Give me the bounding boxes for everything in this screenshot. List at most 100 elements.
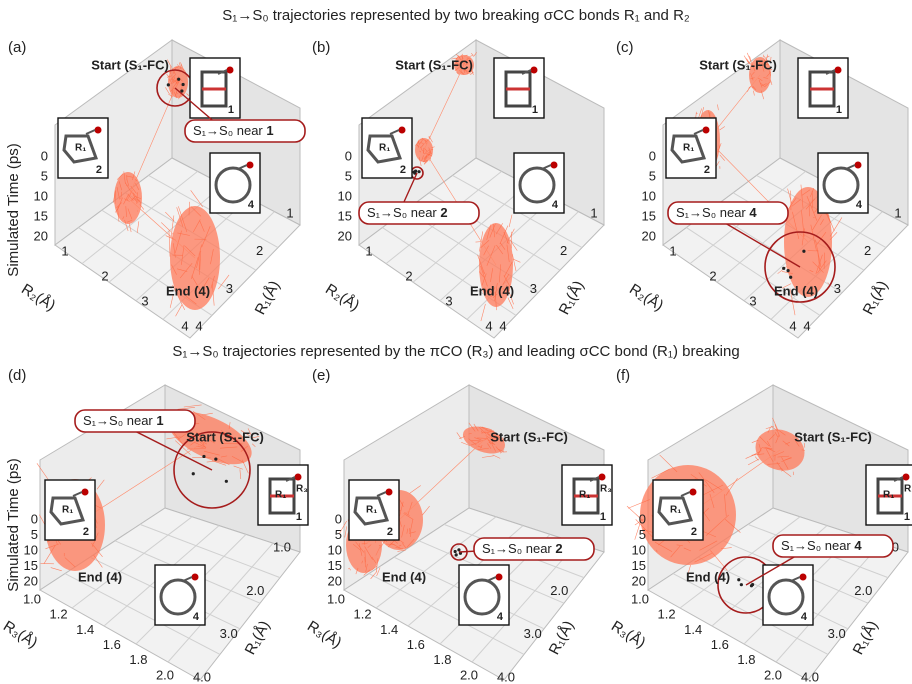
x-tick-label: 1.6 bbox=[407, 637, 425, 652]
time-axis-label: Simulated Time (ps) bbox=[5, 458, 22, 591]
panel: 051015201.01.21.41.61.82.01.02.03.04.0R₃… bbox=[608, 367, 912, 684]
x-tick-label: 1.6 bbox=[711, 637, 729, 652]
x-tick-label: 1.0 bbox=[631, 591, 649, 606]
hop-point bbox=[751, 583, 754, 586]
note: S₁→S₀ near 2 bbox=[482, 541, 563, 556]
note: S₁→S₀ near 4 bbox=[781, 538, 862, 553]
x-tick-label: 3 bbox=[749, 293, 756, 308]
x-tick-label: 2.0 bbox=[156, 667, 174, 682]
x-axis-label: R₂(Å) bbox=[18, 281, 58, 315]
oxygen bbox=[855, 162, 862, 169]
y-tick-label: 4 bbox=[499, 318, 506, 333]
end-label: End (4) bbox=[470, 283, 514, 298]
time-tick-label: 0 bbox=[649, 148, 656, 163]
x-tick-label: 4 bbox=[181, 318, 188, 333]
figure: S₁→S₀ trajectories represented by two br… bbox=[0, 0, 912, 684]
time-axis-label: Simulated Time (ps) bbox=[5, 143, 22, 276]
molecule: 1R₁R₃ bbox=[562, 465, 612, 525]
molecule-number: 4 bbox=[497, 611, 504, 623]
start-label: Start (S₁-FC) bbox=[91, 57, 169, 72]
x-tick-label: 2 bbox=[709, 268, 716, 283]
end-label: End (4) bbox=[382, 569, 426, 584]
molecule: 2R₁ bbox=[653, 480, 703, 540]
hop-point bbox=[167, 83, 170, 86]
y-tick-label: 3 bbox=[530, 281, 537, 296]
hop-point bbox=[782, 267, 785, 270]
hop-point bbox=[737, 578, 740, 581]
oxygen bbox=[690, 489, 697, 496]
molecule: 1 bbox=[494, 58, 544, 118]
molecule-number: 1 bbox=[904, 511, 910, 523]
bond-label: R₁ bbox=[366, 505, 377, 516]
molecule: 4 bbox=[459, 565, 509, 625]
bond-label: R₁ bbox=[883, 490, 894, 501]
molecule: 4 bbox=[514, 153, 564, 213]
bond-label: R₁ bbox=[379, 143, 390, 154]
x-tick-label: 2.0 bbox=[460, 667, 478, 682]
molecule: 1R₁R₃ bbox=[866, 465, 912, 525]
time-tick-label: 15 bbox=[632, 558, 646, 573]
molecule-number: 2 bbox=[83, 526, 89, 538]
note: S₁→S₀ near 2 bbox=[367, 205, 448, 220]
y-tick-label: 4.0 bbox=[497, 669, 515, 684]
molecule-number: 1 bbox=[296, 511, 302, 523]
panel-label: (c) bbox=[616, 39, 634, 56]
x-tick-label: 1.8 bbox=[129, 652, 147, 667]
x-tick-label: 1.2 bbox=[354, 607, 372, 622]
y-tick-label: 2 bbox=[560, 243, 567, 258]
section-title: S₁→S₀ trajectories represented by the πC… bbox=[172, 343, 739, 360]
panel: 0510152012341234R₂(Å)R₁(Å)(a)Start (S₁-F… bbox=[8, 39, 305, 338]
note-text: S₁→S₀ near bbox=[367, 205, 440, 220]
time-tick-label: 15 bbox=[328, 558, 342, 573]
panel-label: (b) bbox=[312, 39, 330, 56]
y-tick-label: 4.0 bbox=[193, 669, 211, 684]
molecule-number: 4 bbox=[801, 611, 808, 623]
hop-point bbox=[177, 78, 180, 81]
x-tick-label: 3 bbox=[445, 293, 452, 308]
bond-label: R₁ bbox=[579, 490, 590, 501]
end-label: End (4) bbox=[78, 569, 122, 584]
start-label: Start (S₁-FC) bbox=[395, 57, 473, 72]
x-tick-label: 4 bbox=[485, 318, 492, 333]
oxygen bbox=[800, 574, 807, 581]
y-tick-label: 2 bbox=[864, 243, 871, 258]
x-axis-label: R₂(Å) bbox=[322, 281, 362, 315]
x-tick-label: 2.0 bbox=[764, 667, 782, 682]
molecule-number: 1 bbox=[532, 104, 538, 116]
molecule-number: 2 bbox=[691, 526, 697, 538]
note-ref: 4 bbox=[854, 538, 862, 553]
panel-label: (d) bbox=[8, 367, 26, 384]
note-text: S₁→S₀ near bbox=[781, 538, 854, 553]
hop-point bbox=[454, 550, 457, 553]
panel-label: (a) bbox=[8, 39, 26, 56]
x-tick-label: 1.6 bbox=[103, 637, 121, 652]
molecule: 2R₁ bbox=[666, 118, 716, 178]
note: S₁→S₀ near 1 bbox=[83, 413, 164, 428]
bond-label: R₁ bbox=[62, 505, 73, 516]
oxygen bbox=[295, 474, 302, 481]
time-tick-label: 20 bbox=[642, 228, 656, 243]
start-label: Start (S₁-FC) bbox=[699, 57, 777, 72]
bond-label: R₁ bbox=[275, 490, 286, 501]
bond-label: R₁ bbox=[75, 143, 86, 154]
y-axis-label: R₁(Å) bbox=[242, 618, 274, 658]
time-tick-label: 5 bbox=[639, 527, 646, 542]
note-text: S₁→S₀ near bbox=[193, 123, 266, 138]
oxygen bbox=[192, 574, 199, 581]
y-tick-label: 2 bbox=[256, 243, 263, 258]
start-label: Start (S₁-FC) bbox=[186, 429, 264, 444]
start-label: Start (S₁-FC) bbox=[794, 429, 872, 444]
y-tick-label: 1 bbox=[286, 205, 293, 220]
x-tick-label: 1.2 bbox=[50, 607, 68, 622]
y-tick-label: 3.0 bbox=[220, 626, 238, 641]
x-tick-label: 1 bbox=[669, 243, 676, 258]
hop-point bbox=[202, 455, 205, 458]
y-tick-label: 1 bbox=[894, 205, 901, 220]
bond-label: R₃ bbox=[296, 484, 308, 495]
x-tick-label: 2 bbox=[405, 268, 412, 283]
oxygen bbox=[247, 162, 254, 169]
molecule: 2 R₁ bbox=[45, 480, 95, 540]
time-tick-label: 15 bbox=[34, 208, 48, 223]
y-axis-label: R₁(Å) bbox=[850, 618, 882, 658]
x-axis-label: R₃(Å) bbox=[304, 618, 344, 652]
